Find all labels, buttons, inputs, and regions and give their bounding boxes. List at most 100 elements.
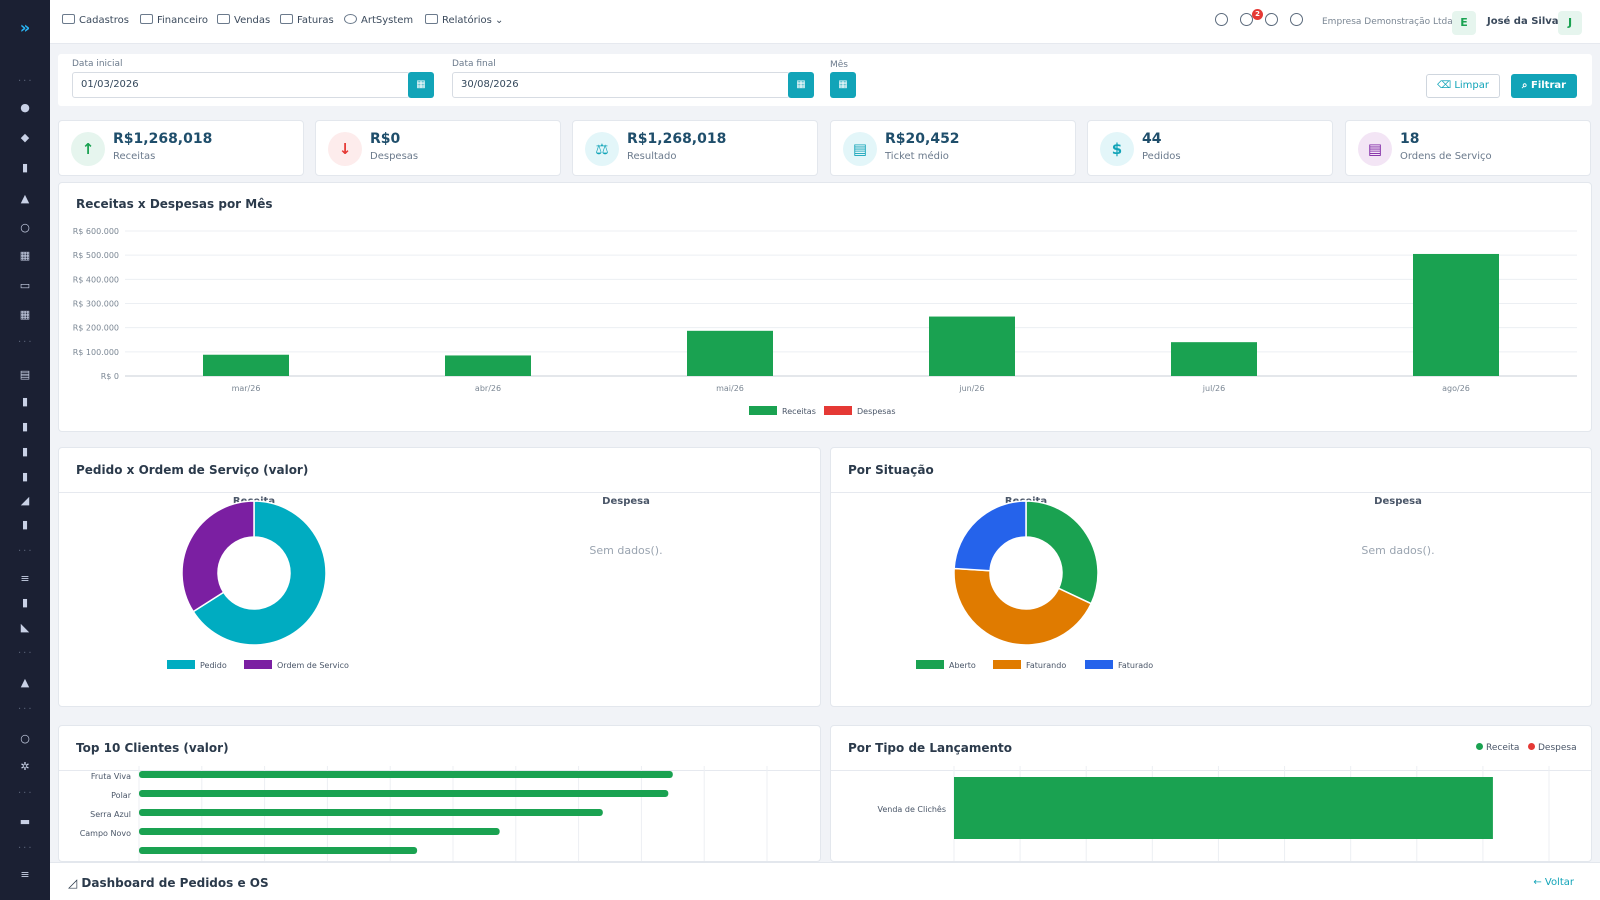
bar-receitas (445, 355, 531, 376)
kpi-receitas: ↑ R$1,268,018 Receitas (58, 120, 304, 176)
chart-icon[interactable]: ▲ (20, 192, 30, 205)
bar-receitas (1171, 342, 1257, 376)
whatsapp-icon[interactable]: ○ (20, 732, 30, 745)
bar-chart-panel: Receitas x Despesas por Mês R$ 0 R$ 100.0… (58, 182, 1592, 432)
x-tick-label: abr/26 (475, 384, 501, 393)
panel-divider (831, 492, 1591, 493)
file-icon[interactable]: ▮ (21, 470, 29, 483)
legend-receita[interactable]: Receita (1476, 743, 1519, 753)
monthly-bar-chart: R$ 0 R$ 100.000 R$ 200.000 R$ 300.000 R$ 400… (73, 227, 1577, 416)
legend-despesa[interactable]: Despesa (1528, 743, 1577, 753)
legend-label: Ordem de Servico (277, 661, 349, 670)
id-card-icon[interactable]: ▬ (19, 815, 31, 828)
whatsapp-icon[interactable]: ○ (20, 221, 30, 234)
x-tick-label: jul/26 (1202, 384, 1225, 393)
user-avatar[interactable]: J (1558, 11, 1582, 35)
scale-icon: ⚖ (585, 132, 619, 166)
y-tick-label: R$ 200.000 (73, 324, 119, 333)
despesa-dot-icon (1528, 743, 1535, 750)
users-icon[interactable]: ● (20, 101, 30, 114)
clipboard-icon[interactable]: ▮ (21, 596, 29, 609)
no-data-message: Sem dados(). (1361, 544, 1435, 557)
situacao-donut: Aberto Faturando Faturado (916, 500, 1153, 670)
headset-icon[interactable] (1240, 13, 1253, 26)
tag-icon[interactable]: ◆ (20, 131, 30, 144)
receita-dot-icon (1476, 743, 1483, 750)
apps-icon[interactable]: ▦ (19, 308, 31, 321)
sidebar-separator: ··· (18, 546, 34, 557)
chart-icon[interactable]: ▲ (20, 676, 30, 689)
client-label: Campo Novo (80, 829, 131, 838)
kpi-value: R$20,452 (885, 131, 960, 147)
despesa-subtitle: Despesa (1374, 496, 1422, 507)
user-name[interactable]: José da Silva (1487, 16, 1559, 27)
table-icon[interactable]: ▤ (19, 368, 31, 381)
menu-vendas[interactable]: Vendas (217, 14, 270, 26)
donut-slice (953, 500, 1027, 572)
company-avatar[interactable]: E (1452, 11, 1476, 35)
grid-icon[interactable]: ▦ (19, 249, 31, 262)
end-date-input[interactable]: 30/08/2026 (452, 72, 790, 98)
file-icon[interactable]: ▮ (21, 395, 29, 408)
clear-button[interactable]: ⌫ Limpar (1426, 74, 1500, 98)
sidebar-separator: ··· (18, 337, 34, 348)
despesa-subtitle: Despesa (602, 496, 650, 507)
legend-swatch-receitas (749, 406, 777, 415)
kpi-label: Ordens de Serviço (1400, 151, 1492, 162)
menu-relatorios[interactable]: Relatórios ⌄ (425, 14, 503, 26)
client-bar (139, 790, 669, 797)
y-tick-label: R$ 0 (101, 372, 119, 381)
inbox-icon[interactable]: ▭ (19, 279, 31, 292)
eraser-icon: ⌫ (1436, 80, 1455, 91)
line-chart-icon[interactable]: ◢ (20, 494, 30, 507)
kpi-label: Ticket médio (885, 151, 949, 162)
kpi-value: 44 (1142, 131, 1162, 147)
donut-slice (192, 500, 327, 646)
file-icon[interactable]: ▮ (21, 445, 29, 458)
arrow-down-icon: ↓ (328, 132, 362, 166)
y-tick-label: R$ 300.000 (73, 300, 119, 309)
footer-title: ◿ Dashboard de Pedidos e OS (68, 876, 269, 890)
bar-receitas (1413, 253, 1499, 376)
bar-receitas (687, 330, 773, 376)
whatsapp-icon[interactable] (1265, 13, 1278, 26)
search-icon: ⌕ (1521, 80, 1531, 91)
company-name[interactable]: Empresa Demonstração Ltda (1322, 17, 1453, 27)
receipt-icon: ▤ (843, 132, 877, 166)
chat-icon[interactable] (1290, 13, 1303, 26)
file-icon[interactable]: ▮ (21, 420, 29, 433)
list-icon[interactable]: ≡ (20, 572, 30, 585)
legend-label: Faturado (1118, 661, 1153, 670)
menu-faturas[interactable]: Faturas (280, 14, 334, 26)
menu-cadastros[interactable]: Cadastros (62, 14, 129, 26)
menu-financeiro[interactable]: Financeiro (140, 14, 208, 26)
sidebar-separator: ··· (18, 648, 34, 659)
month-calendar-icon[interactable]: ▦ (830, 72, 856, 98)
y-tick-label: R$ 100.000 (73, 348, 119, 357)
legend-swatch (993, 660, 1021, 669)
tipo-label: Venda de Clichês (878, 804, 947, 814)
filter-button[interactable]: ⌕ Filtrar (1511, 74, 1577, 98)
legend-swatch (916, 660, 944, 669)
file-icon[interactable]: ▮ (21, 518, 29, 531)
legend-swatch (1085, 660, 1113, 669)
bar-receitas (929, 316, 1015, 376)
calendar-icon[interactable]: ▦ (408, 72, 434, 98)
month-label: Mês (830, 60, 848, 70)
sidebar-separator: ··· (18, 76, 34, 87)
y-tick-label: R$ 400.000 (73, 275, 119, 284)
document-icon[interactable]: ▮ (21, 161, 29, 174)
start-date-input[interactable]: 01/03/2026 (72, 72, 410, 98)
gear-icon[interactable]: ✲ (20, 760, 30, 773)
calendar-icon[interactable]: ▦ (788, 72, 814, 98)
topbar: Cadastros Financeiro Vendas Faturas ArtS… (50, 0, 1600, 44)
stack-icon[interactable]: ◣ (20, 621, 30, 634)
menu-artsystem[interactable]: ArtSystem (344, 14, 413, 26)
search-icon[interactable] (1215, 13, 1228, 26)
top10-panel: Top 10 Clientes (valor) Fruta Viva Polar S… (58, 725, 821, 862)
back-link[interactable]: ← Voltar (1533, 877, 1574, 888)
legend-label-receitas: Receitas (782, 407, 816, 416)
legend-label-despesas: Despesas (857, 407, 896, 416)
expand-menu-icon[interactable]: » (19, 18, 31, 37)
list-icon[interactable]: ≡ (20, 868, 30, 881)
